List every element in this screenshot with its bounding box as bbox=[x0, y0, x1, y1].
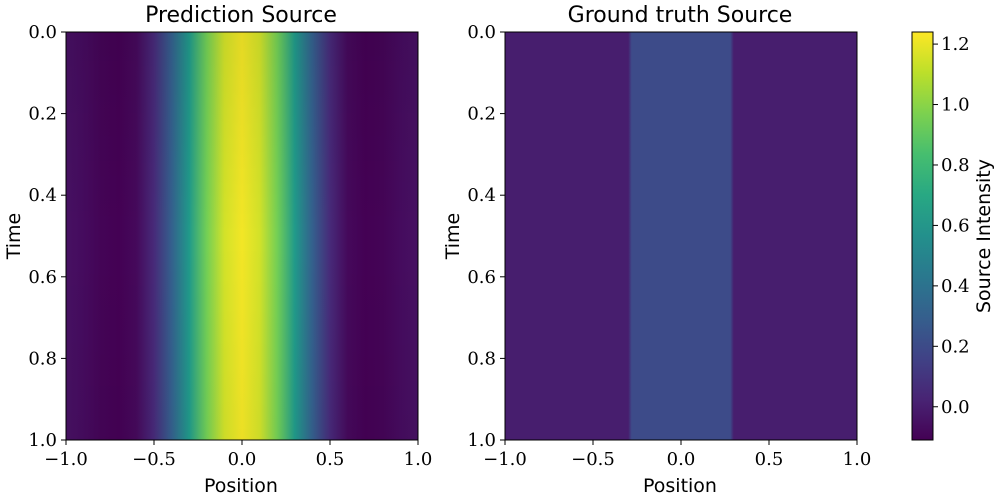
x-tick-label: −1.0 bbox=[44, 449, 88, 470]
y-tick-label: 1.0 bbox=[28, 430, 57, 451]
panel-prediction: Prediction Source −1.0 −0.5 0.0 0.5 1.0 0.0 0.… bbox=[3, 3, 432, 497]
y-tick-label: 0.0 bbox=[28, 22, 57, 43]
colorbar-gradient bbox=[912, 32, 933, 440]
colorbar: 0.0 0.2 0.4 0.6 0.8 1.0 1.2 Source Intensity bbox=[911, 31, 995, 441]
colorbar-frame bbox=[911, 31, 934, 441]
colorbar-tick-label: 1.2 bbox=[941, 34, 970, 55]
heatmap-prediction-shade bbox=[66, 32, 418, 440]
colorbar-tick-label: 0.0 bbox=[941, 397, 970, 418]
x-tick-label: −0.5 bbox=[132, 449, 176, 470]
x-tick-label: 0.0 bbox=[228, 449, 257, 470]
x-tick-label: 0.0 bbox=[667, 449, 696, 470]
y-tick-label: 0.2 bbox=[28, 104, 57, 125]
y-tick-label: 0.8 bbox=[467, 348, 496, 369]
colorbar-tick-label: 0.2 bbox=[941, 336, 970, 357]
xlabel-ground-truth: Position bbox=[643, 475, 717, 497]
ticks-ground-truth: −1.0 −0.5 0.0 0.5 1.0 0.0 0.2 0.4 0.6 0.8 1.0 bbox=[467, 22, 871, 470]
y-tick-label: 0.6 bbox=[467, 267, 496, 288]
colorbar-tick-label: 0.6 bbox=[941, 215, 970, 236]
xlabel-prediction: Position bbox=[204, 475, 278, 497]
colorbar-tick-label: 0.8 bbox=[941, 155, 970, 176]
y-tick-label: 0.4 bbox=[28, 185, 57, 206]
ticks-prediction: −1.0 −0.5 0.0 0.5 1.0 0.0 0.2 0.4 0.6 0.8 1.0 bbox=[28, 22, 432, 470]
x-tick-label: −0.5 bbox=[571, 449, 615, 470]
panel-ground-truth: Ground truth Source −1.0 −0.5 0.0 0.5 1.0 0.0… bbox=[442, 3, 871, 497]
y-tick-label: 1.0 bbox=[467, 430, 496, 451]
x-tick-label: 0.5 bbox=[755, 449, 784, 470]
x-tick-label: 1.0 bbox=[843, 449, 872, 470]
y-tick-label: 0.2 bbox=[467, 104, 496, 125]
title-ground-truth: Ground truth Source bbox=[568, 3, 793, 28]
colorbar-tick-label: 1.0 bbox=[941, 95, 970, 116]
y-tick-label: 0.6 bbox=[28, 267, 57, 288]
ylabel-prediction: Time bbox=[3, 213, 25, 261]
colorbar-tick-label: 0.4 bbox=[941, 276, 970, 297]
colorbar-ticks: 0.0 0.2 0.4 0.6 0.8 1.0 1.2 bbox=[933, 34, 970, 418]
x-tick-label: 0.5 bbox=[316, 449, 345, 470]
y-tick-label: 0.0 bbox=[467, 22, 496, 43]
title-prediction: Prediction Source bbox=[145, 3, 337, 28]
y-tick-label: 0.8 bbox=[28, 348, 57, 369]
colorbar-label: Source Intensity bbox=[973, 159, 995, 313]
y-tick-label: 0.4 bbox=[467, 185, 496, 206]
ylabel-ground-truth: Time bbox=[442, 213, 464, 261]
x-tick-label: −1.0 bbox=[483, 449, 527, 470]
heatmap-ground-truth bbox=[505, 32, 857, 440]
x-tick-label: 1.0 bbox=[404, 449, 433, 470]
